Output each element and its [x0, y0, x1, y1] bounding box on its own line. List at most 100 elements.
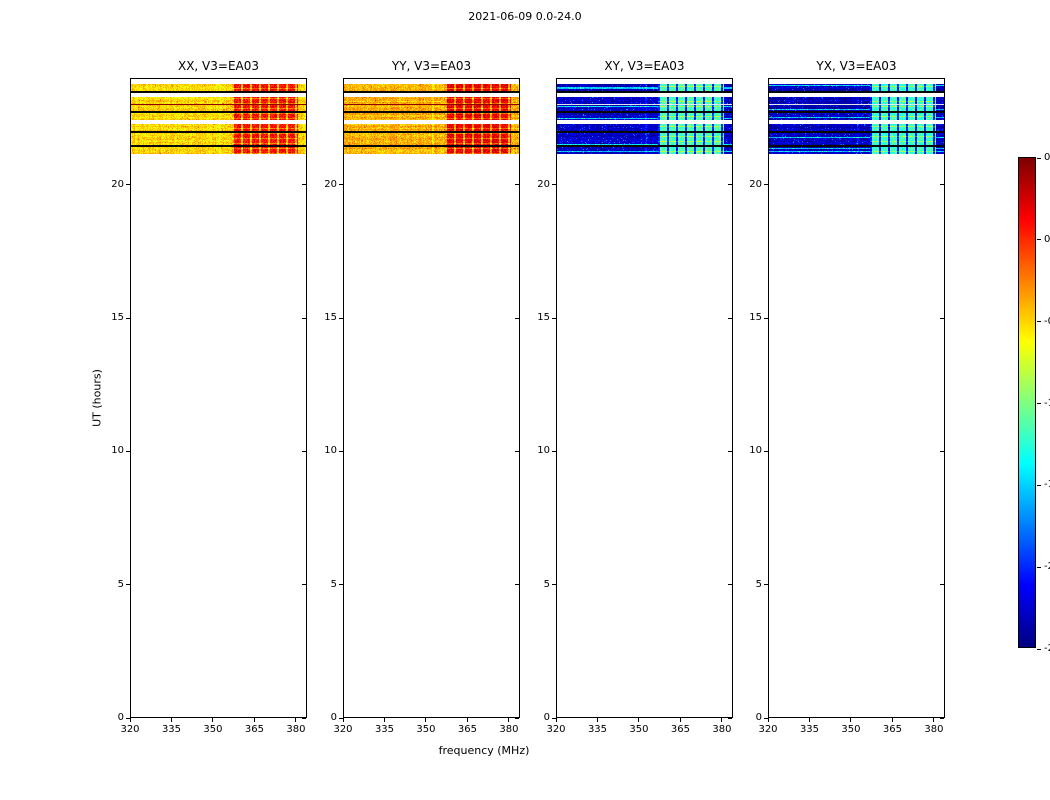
y-tick-label: 10 [749, 445, 762, 457]
panel-xx: XX, V3=EA03 0 5 10 15 20 320 335 350 365 380 [111, 59, 307, 735]
plot-area-xx [130, 78, 307, 718]
y-tick-right [728, 184, 732, 186]
colorbar-tick-label: 0.5 [1044, 152, 1050, 163]
x-tick-label: 350 [203, 724, 223, 735]
x-tick-label: 320 [546, 724, 566, 735]
y-tick-label: 15 [111, 312, 124, 323]
x-tick-label: 320 [333, 724, 353, 735]
spectrogram-yx [769, 84, 944, 154]
x-tick-label: 380 [712, 724, 732, 735]
y-tick [552, 184, 556, 186]
x-tick-label: 365 [882, 724, 902, 735]
y-tick-label: 15 [749, 312, 762, 323]
x-tick [679, 718, 681, 722]
x-tick [508, 718, 510, 722]
colorbar-tick-label: -1.5 [1044, 479, 1050, 491]
colorbar-tick-label: -1.0 [1044, 397, 1050, 409]
y-tick-label: 15 [537, 312, 550, 323]
y-tick-label: 5 [330, 578, 337, 590]
y-tick-label: 5 [117, 578, 124, 590]
y-tick-right [515, 317, 519, 319]
y-tick [764, 717, 768, 719]
x-tick [638, 718, 640, 722]
x-tick-label: 350 [841, 724, 861, 735]
x-tick [425, 718, 427, 722]
x-tick [342, 718, 344, 722]
x-tick-label: 380 [286, 724, 306, 735]
y-tick-right [302, 450, 306, 452]
y-tick-label: 20 [537, 178, 550, 190]
y-tick [126, 450, 130, 452]
spectrogram-yy [344, 84, 519, 154]
y-tick-label: 5 [755, 578, 762, 590]
y-tick-right [940, 184, 944, 186]
y-tick [552, 317, 556, 319]
y-tick [764, 184, 768, 186]
x-tick [850, 718, 852, 722]
x-tick [721, 718, 723, 722]
x-tick [891, 718, 893, 722]
colorbar-tick [1037, 239, 1041, 241]
x-tick-label: 320 [120, 724, 140, 735]
x-tick [129, 718, 131, 722]
panel-yy: YY, V3=EA03 0 5 10 15 20 320 335 350 365 380 [324, 59, 520, 735]
y-tick-label: 20 [749, 178, 762, 190]
x-tick [466, 718, 468, 722]
x-tick [295, 718, 297, 722]
y-tick-label: 0 [543, 712, 550, 723]
panel-title-yx: YX, V3=EA03 [816, 59, 897, 73]
y-tick-right [728, 450, 732, 452]
x-tick [253, 718, 255, 722]
y-tick [552, 450, 556, 452]
colorbar-tick-label: -2.5 [1044, 643, 1050, 654]
plot-area-xy [556, 78, 733, 718]
colorbar-tick [1037, 648, 1041, 650]
y-tick-label: 0 [755, 712, 762, 723]
y-tick-right [940, 317, 944, 319]
y-tick-label: 10 [111, 445, 124, 457]
colorbar-tick [1037, 566, 1041, 568]
x-tick [808, 718, 810, 722]
y-tick-label: 0 [117, 712, 124, 723]
colorbar-tick-label: -0.5 [1044, 315, 1050, 327]
panel-title-yy: YY, V3=EA03 [391, 59, 472, 73]
y-tick-right [302, 717, 306, 719]
colorbar: 0.5 0.0 -0.5 -1.0 -1.5 -2.0 -2.5 [1018, 152, 1050, 654]
panel-xy: XY, V3=EA03 0 5 10 15 20 320 335 350 365 380 [537, 59, 733, 735]
x-axis-label: frequency (MHz) [438, 744, 530, 757]
colorbar-tick [1037, 403, 1041, 404]
colorbar-tick [1037, 484, 1041, 486]
y-tick-right [728, 584, 732, 586]
y-tick-right [515, 717, 519, 719]
y-tick-label: 10 [324, 445, 337, 457]
colorbar-tick [1037, 157, 1041, 159]
x-tick [555, 718, 557, 722]
spectrogram-xx [131, 84, 306, 154]
y-tick [552, 584, 556, 586]
x-tick-label: 350 [416, 724, 436, 735]
x-tick-label: 350 [629, 724, 649, 735]
y-tick-right [940, 450, 944, 452]
y-tick-right [940, 584, 944, 586]
y-tick-right [302, 584, 306, 586]
colorbar-tick-label: -2.0 [1044, 561, 1050, 573]
y-tick-right [302, 184, 306, 186]
colorbar-tick [1037, 321, 1041, 323]
x-tick [596, 718, 598, 722]
y-tick-label: 10 [537, 445, 550, 457]
y-tick [339, 450, 343, 452]
x-tick [212, 718, 214, 722]
y-tick-label: 0 [330, 712, 337, 723]
plot-area-yy [343, 78, 520, 718]
spectrogram-xy [557, 84, 732, 154]
y-tick [126, 584, 130, 586]
x-tick-label: 335 [587, 724, 608, 735]
panel-yx: YX, V3=EA03 0 5 10 15 20 320 335 350 365 380 [749, 59, 945, 735]
x-tick-label: 335 [161, 724, 182, 735]
x-tick [170, 718, 172, 722]
x-tick-label: 365 [244, 724, 264, 735]
x-tick [933, 718, 935, 722]
panel-title-xy: XY, V3=EA03 [604, 59, 685, 73]
y-tick-right [302, 317, 306, 319]
y-tick-right [940, 717, 944, 719]
